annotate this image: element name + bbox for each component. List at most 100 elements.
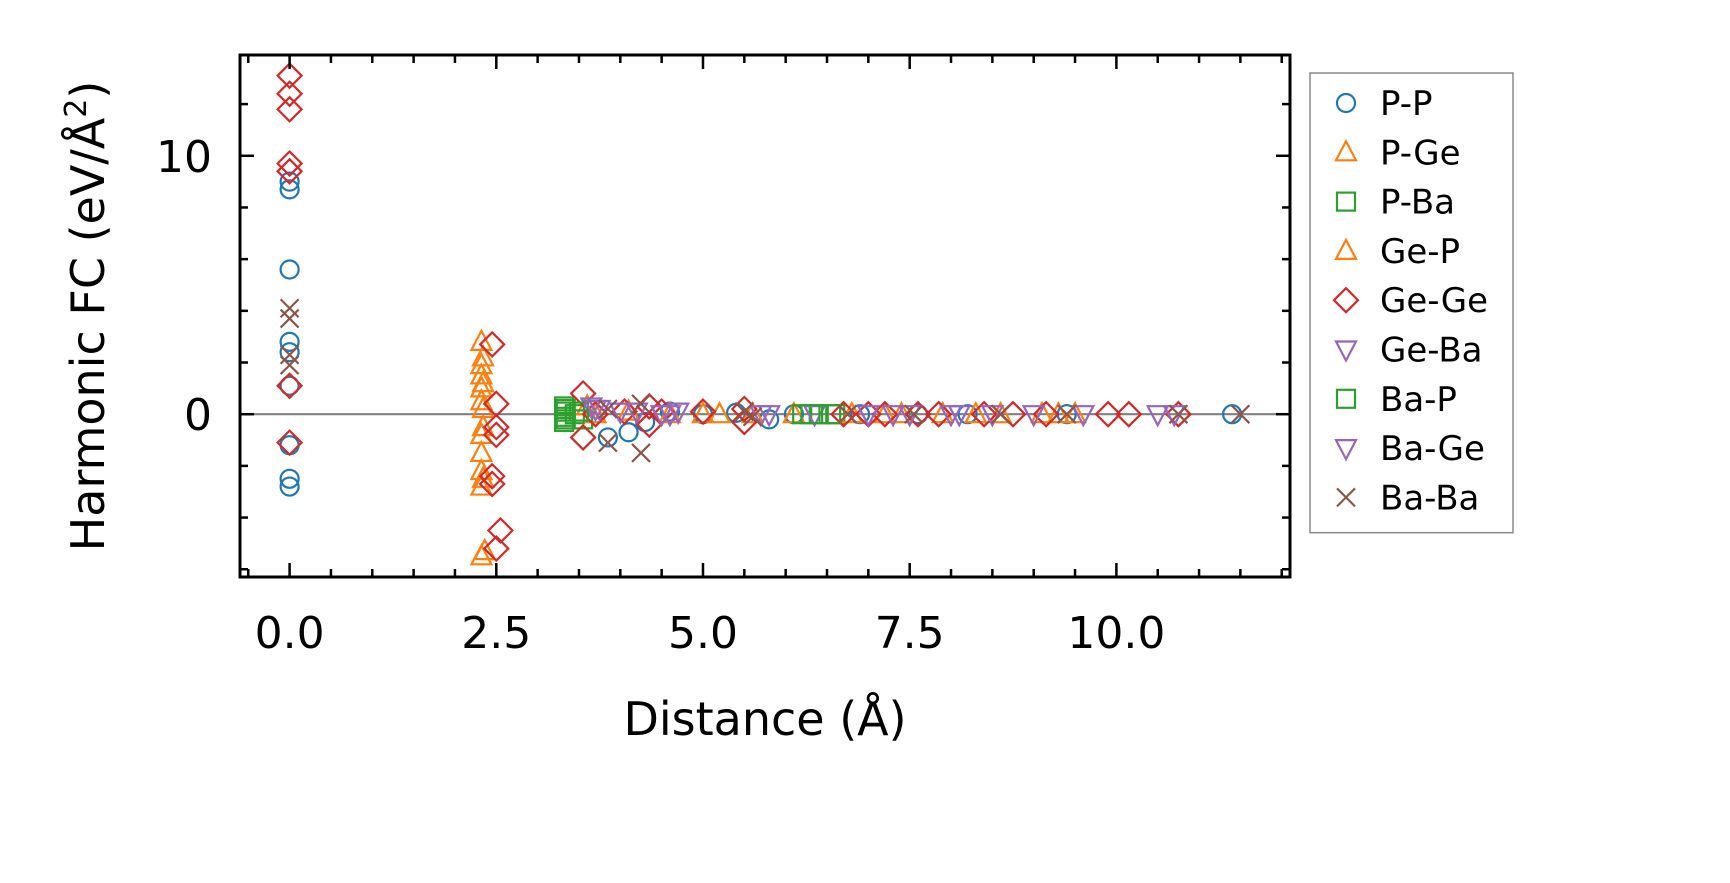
point-ba-ba bbox=[742, 407, 763, 427]
point-ge-ge bbox=[482, 535, 510, 563]
legend-item: P-P bbox=[1335, 84, 1433, 124]
point-ge-ge bbox=[1115, 400, 1143, 428]
point-ge-ge bbox=[276, 80, 304, 108]
point-ge-ba bbox=[608, 402, 633, 425]
series-ba-p bbox=[555, 398, 842, 430]
point-p-ge bbox=[469, 362, 494, 385]
point-p-p bbox=[279, 342, 300, 363]
legend-marker bbox=[1334, 439, 1358, 462]
point-ba-ba bbox=[1168, 404, 1189, 424]
point-ba-ba bbox=[631, 443, 651, 463]
point-p-p bbox=[279, 476, 300, 497]
point-ba-ba bbox=[990, 404, 1011, 424]
legend-item: Ba-Ge bbox=[1334, 429, 1485, 469]
point-ge-ge bbox=[276, 62, 304, 90]
legend-marker bbox=[1335, 388, 1357, 409]
point-p-p bbox=[597, 427, 619, 448]
point-ba-ba bbox=[279, 344, 300, 365]
y-axis-title-main: Harmonic FC (eV/Å bbox=[61, 117, 115, 551]
point-ge-ge bbox=[276, 372, 304, 400]
legend-marker bbox=[1332, 286, 1360, 314]
point-ge-ge bbox=[482, 421, 510, 449]
legend-item: P-Ge bbox=[1334, 133, 1461, 173]
point-ge-ge bbox=[1094, 400, 1122, 428]
point-ge-ba bbox=[1145, 405, 1170, 428]
legend-label: Ge-Ba bbox=[1380, 331, 1482, 371]
legend-label: Ge-Ge bbox=[1380, 281, 1488, 321]
point-p-p bbox=[279, 468, 300, 489]
point-ba-ba bbox=[279, 298, 300, 319]
point-ba-p bbox=[568, 401, 590, 422]
point-ge-ge bbox=[610, 398, 639, 426]
legend-item: P-Ba bbox=[1335, 183, 1455, 223]
point-ba-ba bbox=[904, 404, 924, 424]
point-ge-ba bbox=[1071, 405, 1096, 428]
point-ba-ge bbox=[939, 405, 963, 428]
point-ba-p bbox=[800, 404, 821, 425]
legend-marker bbox=[1336, 487, 1356, 508]
point-ge-ge bbox=[569, 379, 597, 408]
legend-item: Ge-Ge bbox=[1332, 281, 1488, 321]
point-ge-ge bbox=[486, 516, 514, 545]
x-tick-label: 5.0 bbox=[668, 608, 738, 659]
point-p-ge bbox=[469, 473, 494, 496]
legend-marker bbox=[1334, 237, 1358, 260]
point-ge-ge bbox=[689, 398, 717, 426]
x-axis-title: Distance (Å) bbox=[623, 692, 906, 746]
x-tick-label: 7.5 bbox=[875, 608, 945, 659]
point-ge-ge bbox=[482, 413, 510, 441]
y-axis-title-superscript: 2 bbox=[59, 99, 94, 118]
point-ba-ba bbox=[631, 394, 651, 414]
point-ge-p bbox=[658, 400, 682, 424]
point-ge-ge bbox=[276, 95, 304, 123]
point-ba-ge bbox=[1021, 405, 1046, 428]
point-ba-ba bbox=[837, 404, 858, 424]
point-ge-ge bbox=[276, 429, 304, 457]
point-ba-ba bbox=[279, 308, 300, 329]
legend-marker bbox=[1335, 92, 1357, 114]
point-p-ge bbox=[469, 387, 494, 411]
point-ba-ba bbox=[598, 432, 618, 453]
point-ge-p bbox=[471, 369, 495, 393]
point-ba-ge bbox=[583, 399, 608, 423]
x-tick-label: 10.0 bbox=[1067, 608, 1165, 659]
point-ge-ge bbox=[1164, 400, 1192, 428]
point-ge-p bbox=[472, 537, 497, 561]
point-ge-ge bbox=[478, 462, 506, 490]
legend-item: Ge-Ba bbox=[1334, 331, 1482, 371]
point-ge-ba bbox=[579, 397, 604, 420]
point-p-p bbox=[279, 259, 300, 280]
x-tick-label: 0.0 bbox=[255, 608, 325, 659]
point-p-p bbox=[618, 422, 639, 443]
point-ba-ge bbox=[625, 402, 649, 425]
point-p-p bbox=[279, 375, 300, 396]
legend-label: Ge-P bbox=[1380, 232, 1460, 272]
point-ge-ge bbox=[276, 157, 304, 185]
point-ba-ge bbox=[881, 405, 905, 428]
point-ba-ge bbox=[757, 405, 781, 428]
y-tick-label: 0 bbox=[184, 390, 212, 441]
point-ge-ge bbox=[970, 400, 998, 428]
point-p-p bbox=[279, 179, 300, 200]
legend-label: Ba-Ge bbox=[1380, 429, 1485, 469]
legend-item: Ge-P bbox=[1334, 232, 1460, 272]
point-ge-p bbox=[964, 400, 988, 424]
y-axis-title-end: ) bbox=[61, 81, 115, 99]
point-ba-ba bbox=[1056, 404, 1077, 424]
point-ge-ge bbox=[478, 470, 506, 498]
point-p-p bbox=[279, 331, 300, 352]
legend-label: P-P bbox=[1380, 84, 1433, 124]
point-ba-p bbox=[555, 409, 576, 430]
point-ge-ge bbox=[1032, 400, 1060, 428]
data-points bbox=[276, 62, 1251, 566]
point-p-p bbox=[279, 171, 300, 192]
point-ba-p bbox=[821, 404, 842, 425]
point-ge-ge bbox=[925, 400, 953, 428]
legend-label: Ba-P bbox=[1380, 380, 1457, 420]
legend-item: Ba-P bbox=[1335, 380, 1457, 420]
point-ba-ba bbox=[598, 399, 618, 419]
point-ge-ba bbox=[856, 405, 881, 428]
y-tick-label: 10 bbox=[156, 132, 212, 183]
legend: P-P P-Ge P-Ba Ge-P Ge-Ge Ge-Ba Ba-P Ba-Ge Ba-Ba bbox=[1309, 72, 1514, 534]
